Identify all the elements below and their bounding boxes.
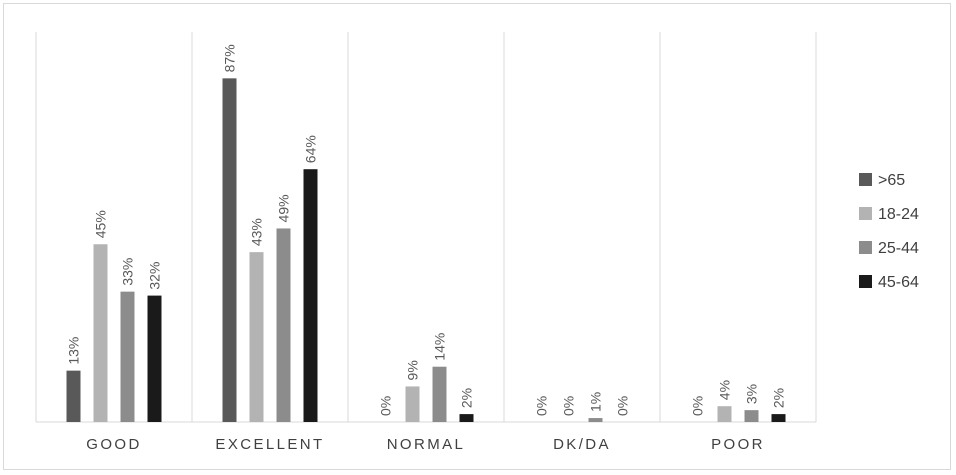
- bar-poor-4564: [771, 414, 786, 422]
- data-label: 45%: [93, 210, 109, 238]
- bar-good-4564: [147, 295, 162, 422]
- data-label: 3%: [744, 384, 760, 404]
- bar-excellent-4564: [303, 169, 318, 422]
- data-label: 2%: [771, 388, 787, 408]
- bar-excellent-1824: [249, 252, 264, 422]
- category-label: DK/DA: [553, 436, 611, 453]
- data-label: 0%: [615, 396, 631, 416]
- data-label: 43%: [249, 218, 265, 246]
- chart-area: 13% 45% 33% 32% 87% 43% 49% 64% 0% 9% 14% 2% 0% 0% 1% 0…: [3, 3, 951, 470]
- category-labels: GOOD EXCELLENT NORMAL DK/DA POOR: [86, 436, 765, 453]
- legend-label: 25-44: [878, 240, 919, 257]
- data-label: 9%: [405, 360, 421, 380]
- bar-normal-4564: [459, 414, 474, 422]
- data-label: 0%: [534, 396, 550, 416]
- category-label: EXCELLENT: [215, 436, 324, 453]
- category-label: NORMAL: [387, 436, 466, 453]
- legend-label: >65: [878, 172, 905, 189]
- bar-excellent-65: [222, 78, 237, 422]
- category-label: POOR: [711, 436, 765, 453]
- legend-swatch: [859, 207, 872, 220]
- data-label: 14%: [432, 333, 448, 361]
- legend-label: 45-64: [878, 274, 919, 291]
- legend-label: 18-24: [878, 206, 919, 223]
- bar-poor-1824: [717, 406, 732, 422]
- bar-normal-1824: [405, 386, 420, 422]
- data-label: 2%: [459, 388, 475, 408]
- data-labels: 13% 45% 33% 32% 87% 43% 49% 64% 0% 9% 14% 2% 0% 0% 1% 0…: [66, 44, 787, 416]
- data-label: 32%: [147, 262, 163, 290]
- bar-normal-2544: [432, 366, 447, 422]
- data-label: 64%: [303, 135, 319, 163]
- data-label: 87%: [222, 44, 238, 72]
- legend-swatch: [859, 241, 872, 254]
- data-label: 33%: [120, 258, 136, 286]
- category-separators: [35, 32, 817, 422]
- bar-chart: 13% 45% 33% 32% 87% 43% 49% 64% 0% 9% 14% 2% 0% 0% 1% 0…: [35, 32, 919, 453]
- legend-swatch: [859, 173, 872, 186]
- data-label: 49%: [276, 194, 292, 222]
- category-label: GOOD: [86, 436, 141, 453]
- data-label: 13%: [66, 337, 82, 365]
- legend: >65 18-24 25-44 45-64: [859, 172, 919, 291]
- data-label: 0%: [690, 396, 706, 416]
- bar-excellent-2544: [276, 228, 291, 422]
- data-label: 4%: [717, 380, 733, 400]
- bar-dk-da-2544: [588, 418, 603, 422]
- legend-swatch: [859, 275, 872, 288]
- bar-poor-2544: [744, 410, 759, 422]
- bar-good-1824: [93, 244, 108, 422]
- bar-good-2544: [120, 291, 135, 422]
- data-label: 0%: [378, 396, 394, 416]
- data-label: 0%: [561, 396, 577, 416]
- bar-good-65: [66, 370, 81, 422]
- data-label: 1%: [588, 392, 604, 412]
- bars: [66, 78, 786, 422]
